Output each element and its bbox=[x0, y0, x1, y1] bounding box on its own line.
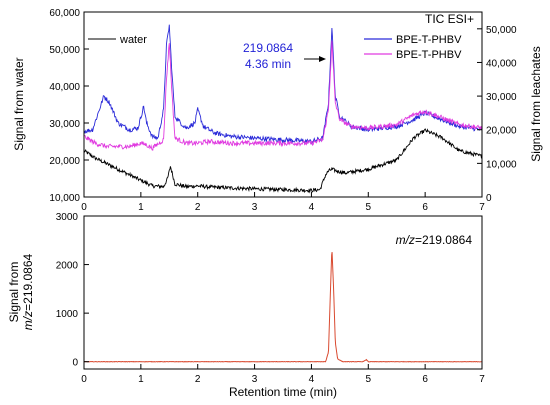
peak-annotation-mz: 219.0864 bbox=[243, 41, 293, 55]
bottom-y-axis-label: Signal from m/z=219.0864 bbox=[7, 253, 35, 330]
top-plot-frame bbox=[83, 11, 483, 198]
bottom-title-rest: =219.0864 bbox=[415, 233, 472, 247]
x-axis-label: Retention time (min) bbox=[229, 385, 337, 399]
bottom-x-tick-label: 5 bbox=[366, 374, 372, 385]
top-right-tick-label: 50,000 bbox=[486, 25, 517, 36]
bottom-y-tick-label: 0 bbox=[72, 358, 78, 369]
top-x-tick-label: 4 bbox=[309, 202, 315, 213]
bottom-y-tick-label: 2000 bbox=[56, 261, 79, 272]
top-x-tick-label: 6 bbox=[422, 202, 428, 213]
bottom-y-tick-label: 1000 bbox=[56, 309, 79, 320]
legend-bpe-label-2: BPE-T-PHBV bbox=[396, 49, 462, 61]
top-x-tick-label: 5 bbox=[366, 202, 372, 213]
bottom-x-tick-label: 4 bbox=[309, 374, 315, 385]
top-left-tick-label: 40,000 bbox=[49, 82, 80, 93]
peak-annotation-arrow bbox=[304, 56, 326, 62]
bottom-title-italic: m/z bbox=[396, 233, 415, 247]
bottom-y-label-line2: m/z=219.0864 bbox=[21, 253, 35, 330]
bottom-y-ticks: 0 1000 2000 3000 bbox=[56, 212, 89, 369]
bottom-x-tick-label: 0 bbox=[81, 374, 87, 385]
top-right-tick-label: 20,000 bbox=[486, 126, 517, 137]
legend-bpe-label-1: BPE-T-PHBV bbox=[396, 34, 462, 46]
bottom-chart-title: m/z=219.0864 bbox=[396, 233, 473, 247]
top-y-right-ticks: 0 10,000 20,000 30,000 40,000 50,000 bbox=[477, 25, 517, 204]
top-right-tick-label: 30,000 bbox=[486, 92, 517, 103]
bottom-y-label-italic: m/z bbox=[21, 311, 35, 330]
bottom-x-tick-label: 6 bbox=[422, 374, 428, 385]
top-x-tick-label: 7 bbox=[479, 202, 485, 213]
top-series-line-0 bbox=[84, 128, 482, 194]
bottom-series-line-0 bbox=[83, 252, 483, 363]
bottom-series-layer bbox=[83, 252, 483, 363]
top-x-tick-label: 3 bbox=[252, 202, 258, 213]
bottom-y-label-line1: Signal from bbox=[7, 262, 21, 323]
top-right-tick-label: 0 bbox=[486, 193, 492, 204]
top-left-tick-label: 60,000 bbox=[49, 8, 80, 19]
top-panel: 0 1 2 3 4 5 6 7 10,000 20,000 30,000 40,000 50,000 6… bbox=[12, 8, 543, 213]
top-left-tick-label: 30,000 bbox=[49, 119, 80, 130]
top-left-tick-label: 50,000 bbox=[49, 45, 80, 56]
top-series-layer bbox=[84, 24, 482, 194]
legend-water-label: water bbox=[119, 34, 147, 46]
top-left-tick-label: 20,000 bbox=[49, 156, 80, 167]
bottom-x-tick-label: 1 bbox=[138, 374, 144, 385]
top-right-axis-label: Signal from leachates bbox=[529, 46, 543, 161]
top-y-left-ticks: 10,000 20,000 30,000 40,000 50,000 60,000 bbox=[49, 8, 89, 204]
top-x-ticks: 0 1 2 3 4 5 6 7 bbox=[81, 192, 485, 213]
top-x-tick-label: 0 bbox=[81, 202, 87, 213]
top-x-tick-label: 2 bbox=[195, 202, 201, 213]
peak-annotation-time: 4.36 min bbox=[245, 57, 291, 71]
top-series-line-2 bbox=[84, 40, 482, 151]
top-right-tick-label: 10,000 bbox=[486, 159, 517, 170]
bottom-y-label-rest: =219.0864 bbox=[21, 253, 35, 310]
bottom-plot-frame bbox=[83, 215, 483, 370]
bottom-x-tick-label: 7 bbox=[479, 374, 485, 385]
bottom-y-tick-label: 3000 bbox=[56, 212, 79, 223]
bottom-x-tick-label: 3 bbox=[252, 374, 258, 385]
top-left-tick-label: 10,000 bbox=[49, 193, 80, 204]
top-chart-title: TIC ESI+ bbox=[425, 12, 474, 26]
bottom-x-ticks: 0 1 2 3 4 5 6 7 bbox=[81, 364, 485, 385]
bottom-x-tick-label: 2 bbox=[195, 374, 201, 385]
top-x-tick-label: 1 bbox=[138, 202, 144, 213]
top-right-tick-label: 40,000 bbox=[486, 58, 517, 69]
top-left-axis-label: Signal from water bbox=[12, 57, 26, 150]
top-series-line-1 bbox=[84, 24, 482, 146]
